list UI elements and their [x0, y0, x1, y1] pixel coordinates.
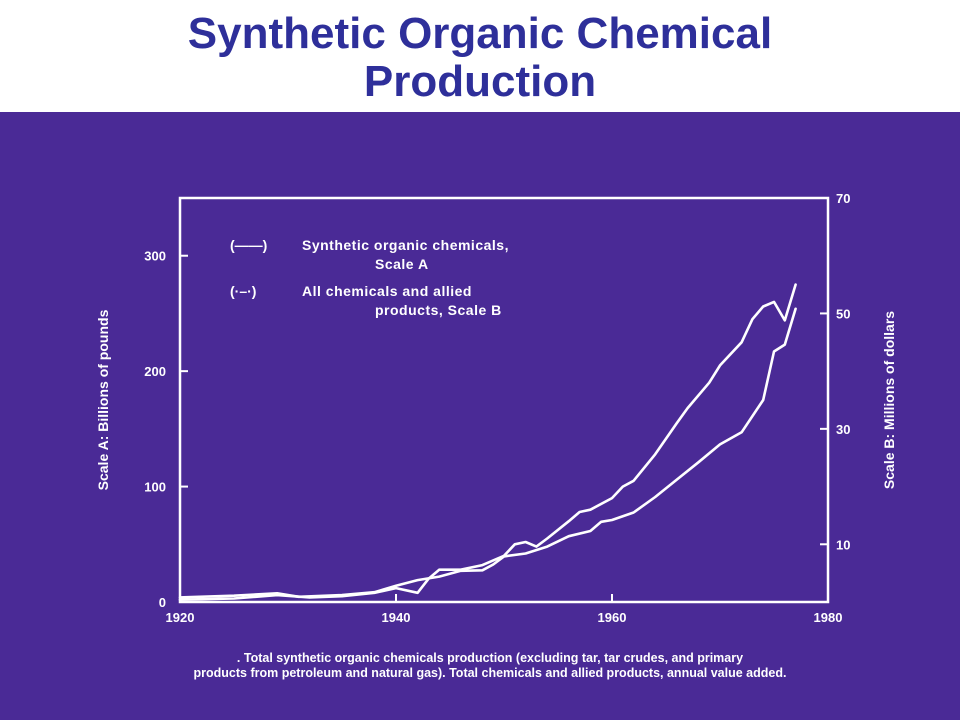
- caption-line-1: . Total synthetic organic chemicals prod…: [236, 651, 744, 665]
- legend-entry-scale: products, Scale B: [375, 302, 502, 318]
- y-left-tick-label: 300: [144, 249, 166, 264]
- y-right-axis-label: Scale B: Millions of dollars: [881, 311, 897, 489]
- production-chart: 1920 1940 1960 1980 0 100 200 300 10 30 50 70 Scale …: [95, 191, 897, 625]
- series-line-all-chemicals: [178, 307, 797, 599]
- title-band: [0, 0, 960, 112]
- slide-title-line-2: Production: [363, 57, 597, 106]
- y-right-tick-label: 30: [836, 422, 850, 437]
- legend-key: (——): [230, 237, 267, 253]
- x-tick-label: 1920: [166, 610, 195, 625]
- slide-title-line-1: Synthetic Organic Chemical: [187, 9, 773, 58]
- legend-entry-label: All chemicals and allied: [302, 283, 472, 299]
- y-left-tick-label: 200: [144, 364, 166, 379]
- legend-entry-scale: Scale A: [375, 256, 429, 272]
- figure-caption: . Total synthetic organic chemicals prod…: [40, 651, 940, 681]
- slide-title: Synthetic Organic Chemical Production: [0, 10, 960, 106]
- slide-background: [0, 112, 960, 720]
- x-tick-label: 1960: [598, 610, 627, 625]
- y-right-tick-label: 70: [836, 191, 850, 206]
- y-left-tick-label: 0: [159, 595, 166, 610]
- legend-key: (·–·): [230, 283, 256, 299]
- y-left-tick-label: 100: [144, 480, 166, 495]
- caption-line-2: products from petroleum and natural gas)…: [193, 666, 787, 680]
- x-tick-label: 1940: [382, 610, 411, 625]
- legend-entry-label: Synthetic organic chemicals,: [302, 237, 509, 253]
- x-tick-label: 1980: [814, 610, 843, 625]
- plot-frame: [178, 196, 830, 604]
- series-line-synthetic-organic: [178, 283, 797, 602]
- y-left-axis-label: Scale A: Billions of pounds: [95, 309, 111, 490]
- y-right-tick-label: 10: [836, 537, 850, 552]
- y-right-tick-label: 50: [836, 306, 850, 321]
